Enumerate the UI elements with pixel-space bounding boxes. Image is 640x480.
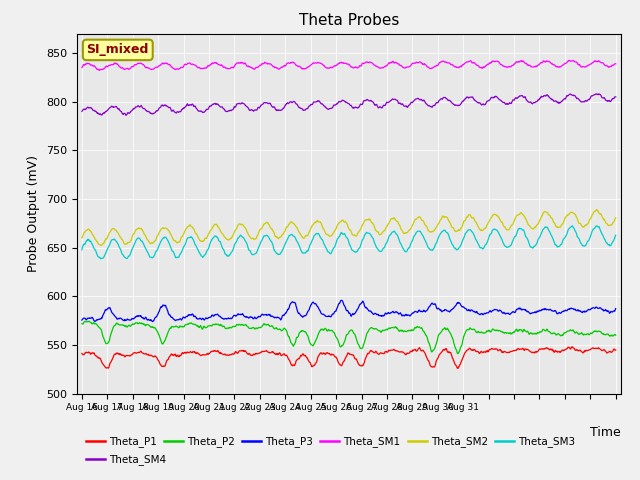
Line: Theta_P1: Theta_P1 (82, 347, 616, 368)
Theta_SM2 (612, 215, 620, 221)
Theta_P3 (148, 319, 156, 324)
Theta_SM1 (123, 66, 131, 72)
Theta_SM2 (600, 216, 607, 222)
Line: Theta_SM1: Theta_SM1 (82, 60, 616, 71)
Theta_P1 (568, 344, 576, 349)
Theta_P3 (362, 305, 369, 311)
Theta_SM3 (97, 256, 105, 262)
Theta_SM3 (264, 233, 271, 239)
Theta_P2 (602, 332, 609, 338)
Theta_P2 (600, 331, 607, 336)
Text: SI_mixed: SI_mixed (86, 43, 149, 56)
Theta_SM4 (600, 95, 607, 101)
Line: Theta_SM3: Theta_SM3 (82, 226, 616, 259)
Theta_P2 (86, 318, 93, 324)
Theta_P1 (263, 348, 271, 354)
Theta_P1 (122, 353, 130, 359)
Title: Theta Probes: Theta Probes (299, 13, 399, 28)
Theta_P1 (320, 350, 328, 356)
Line: Theta_P2: Theta_P2 (82, 321, 616, 354)
Text: Time: Time (590, 426, 621, 439)
Theta_SM1 (95, 68, 103, 73)
Theta_SM2 (97, 242, 105, 248)
Theta_P1 (454, 365, 461, 371)
Line: Theta_SM4: Theta_SM4 (82, 94, 616, 115)
Theta_SM2 (320, 228, 328, 233)
Theta_SM3 (361, 232, 369, 238)
Theta_SM1 (320, 63, 328, 69)
Theta_SM4 (612, 94, 620, 100)
Line: Theta_P3: Theta_P3 (82, 300, 616, 322)
Theta_SM4 (123, 112, 131, 118)
Theta_SM4 (320, 103, 328, 109)
Theta_P1 (78, 350, 86, 356)
Legend: Theta_SM4: Theta_SM4 (82, 450, 170, 469)
Theta_P1 (602, 348, 609, 354)
Theta_SM4 (361, 98, 369, 104)
Theta_SM2 (593, 207, 600, 213)
Theta_P2 (123, 324, 131, 329)
Theta_P3 (78, 317, 86, 323)
Theta_SM4 (264, 100, 271, 106)
Theta_SM2 (123, 241, 131, 247)
Theta_P3 (122, 318, 130, 324)
Theta_SM3 (123, 255, 131, 261)
Theta_SM2 (264, 220, 271, 226)
Theta_SM4 (592, 91, 600, 97)
Theta_P3 (602, 307, 609, 312)
Theta_P1 (612, 347, 620, 353)
Theta_SM1 (612, 61, 620, 67)
Theta_SM1 (602, 63, 609, 69)
Theta_SM1 (264, 61, 271, 67)
Theta_SM1 (564, 58, 572, 63)
Theta_P2 (78, 321, 86, 326)
Theta_P3 (264, 312, 271, 318)
Theta_SM3 (78, 247, 86, 252)
Theta_SM4 (78, 108, 86, 114)
Theta_P1 (360, 360, 368, 365)
Theta_SM2 (361, 217, 369, 223)
Theta_SM2 (78, 235, 86, 241)
Theta_SM3 (568, 223, 576, 228)
Y-axis label: Probe Output (mV): Probe Output (mV) (28, 155, 40, 272)
Theta_P1 (600, 347, 607, 353)
Theta_P2 (454, 351, 461, 357)
Theta_SM2 (602, 220, 609, 226)
Theta_P2 (320, 326, 328, 332)
Theta_SM1 (78, 64, 86, 70)
Theta_SM3 (602, 239, 609, 244)
Theta_SM3 (600, 234, 607, 240)
Theta_P3 (338, 298, 346, 303)
Theta_P2 (264, 322, 271, 327)
Theta_SM1 (600, 60, 607, 66)
Theta_SM4 (602, 97, 609, 103)
Theta_SM4 (122, 112, 130, 118)
Theta_P3 (612, 306, 620, 312)
Line: Theta_SM2: Theta_SM2 (82, 210, 616, 245)
Theta_SM3 (612, 232, 620, 238)
Theta_P3 (320, 312, 328, 318)
Theta_P2 (361, 338, 369, 344)
Theta_P2 (612, 332, 620, 338)
Theta_SM3 (320, 241, 328, 247)
Theta_P3 (600, 308, 607, 314)
Theta_SM1 (361, 60, 369, 66)
